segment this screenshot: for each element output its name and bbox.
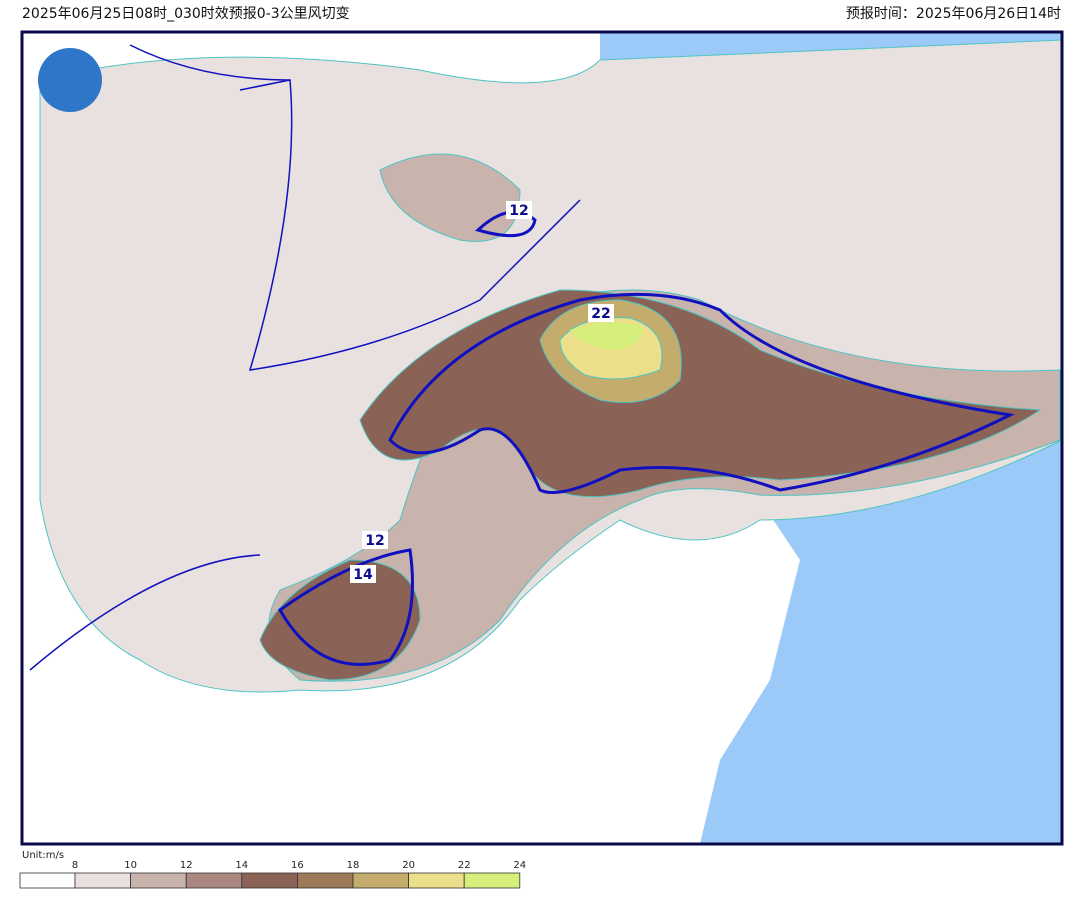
contour-label: 22: [591, 306, 610, 322]
contour-label: 12: [509, 203, 528, 219]
label-box: [506, 201, 532, 219]
contour-label: 14: [353, 567, 373, 583]
label-box: [588, 304, 614, 322]
contour-line: [388, 292, 1015, 494]
legend-label: 8: [72, 860, 78, 871]
legend-label: 12: [180, 860, 193, 871]
shade-24: [570, 322, 643, 350]
legend-swatch: [463, 872, 521, 889]
legend-swatch: [352, 872, 409, 889]
contour-line: [475, 210, 537, 238]
map-frame: [20, 30, 1064, 846]
contour-line: [278, 548, 414, 666]
legend-swatch: [19, 872, 76, 889]
legend-label: 14: [235, 860, 248, 871]
header-right: 预报时间：2025年06月26日14时: [846, 6, 1061, 22]
legend-unit: Unit:m/s: [22, 850, 64, 861]
logo: [38, 48, 102, 112]
label-box: [362, 531, 388, 549]
legend-label: 22: [458, 860, 471, 871]
legend-label: 18: [347, 860, 360, 871]
map: 12 22 12 14: [20, 30, 1064, 846]
legend-label: 16: [291, 860, 304, 871]
legend-swatch: [296, 872, 354, 889]
legend-swatch: [185, 872, 243, 889]
label-box: [350, 565, 376, 583]
shade-12b: [379, 153, 521, 242]
legend-swatch: [130, 872, 187, 889]
legend-label: 24: [513, 860, 526, 871]
contour-label: 12: [365, 533, 384, 549]
legend: 8 10 12 14 16 18 20 22 24: [19, 860, 526, 889]
legend-label: 10: [124, 860, 137, 871]
legend-swatch: [408, 872, 465, 889]
border-line: [29, 44, 581, 671]
header-left: 2025年06月25日08时_030时效预报0-3公里风切变: [22, 6, 350, 22]
legend-swatch: [241, 872, 298, 889]
legend-swatch: [74, 872, 131, 889]
legend-label: 20: [402, 860, 415, 871]
shade-16b: [259, 559, 421, 681]
